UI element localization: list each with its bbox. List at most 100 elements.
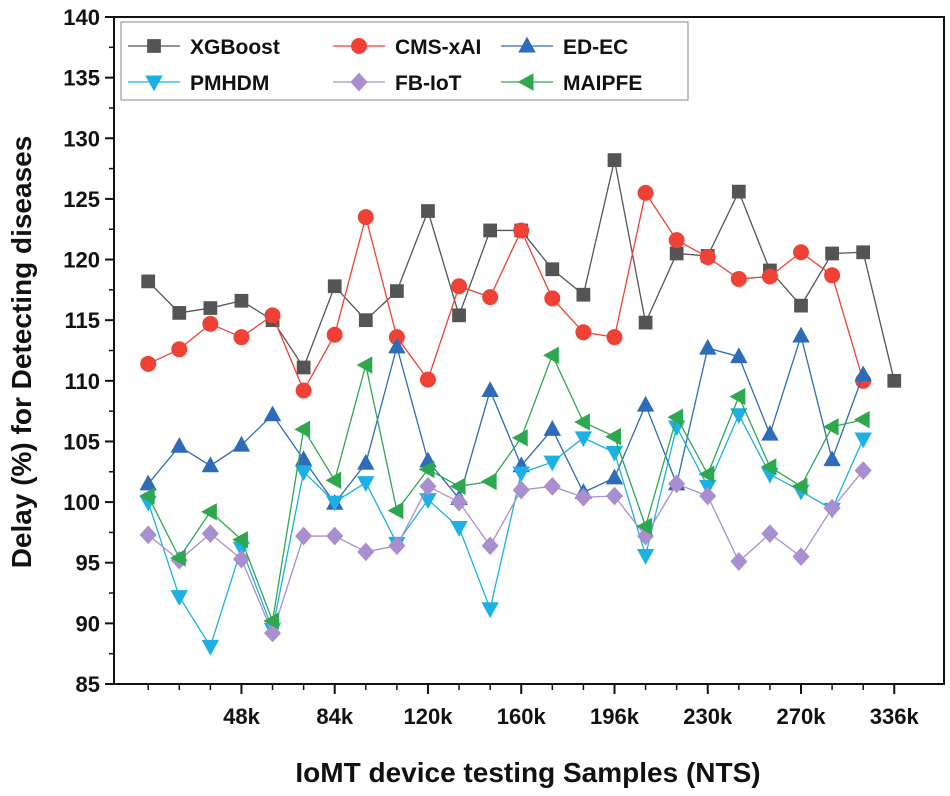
data-point [730, 552, 748, 571]
data-point [668, 474, 686, 494]
data-point [822, 418, 839, 436]
y-tick-label: 105 [63, 429, 100, 454]
data-point [638, 315, 653, 330]
data-point [138, 487, 155, 505]
data-point [574, 431, 593, 448]
data-point [699, 486, 717, 506]
data-point [793, 244, 810, 261]
data-point [543, 455, 562, 472]
data-point [356, 356, 373, 374]
data-point [481, 381, 499, 398]
x-tick-label: 84k [316, 704, 353, 729]
data-point [854, 365, 872, 382]
y-tick-label: 100 [63, 490, 100, 515]
data-point [887, 373, 902, 388]
data-point [358, 313, 373, 328]
x-tick-label: 230k [683, 704, 733, 729]
legend-item: FB-IoT [333, 72, 462, 95]
data-point [172, 306, 187, 320]
data-point [669, 246, 684, 261]
series-layer [138, 153, 902, 656]
data-point [792, 326, 810, 343]
data-point [636, 517, 653, 536]
data-point [761, 268, 778, 285]
data-point [576, 287, 591, 302]
data-point [823, 450, 841, 467]
series-line [147, 353, 864, 624]
data-point [482, 289, 499, 306]
legend-label: ED-EC [563, 36, 628, 59]
x-tick-label: 196k [590, 704, 640, 729]
legend-label: PMHDM [190, 72, 269, 95]
data-point [450, 492, 468, 512]
data-point [512, 480, 530, 500]
data-point [263, 405, 282, 422]
y-axis: 85 90 95 100 105 110 115 120 125 130 135 140 [63, 5, 114, 697]
data-point [791, 477, 808, 496]
x-tick-label: 270k [777, 704, 827, 729]
data-point [357, 453, 375, 470]
data-point [326, 526, 344, 546]
data-point [203, 301, 218, 315]
y-tick-label: 130 [63, 126, 100, 151]
data-point [544, 290, 561, 307]
data-point [543, 476, 561, 496]
legend-item: XGBoost [128, 36, 280, 59]
data-point [419, 371, 436, 388]
data-point [667, 408, 684, 426]
data-point [511, 429, 528, 447]
data-point [730, 347, 748, 364]
data-point [170, 590, 189, 606]
data-point [139, 474, 157, 491]
data-point [574, 487, 592, 507]
data-point [201, 639, 220, 656]
data-point [730, 270, 747, 287]
y-tick-label: 125 [63, 187, 100, 212]
data-point [140, 355, 157, 372]
legend-item: PMHDM [128, 72, 269, 95]
data-point [451, 278, 468, 295]
data-point [201, 456, 220, 473]
data-point [357, 476, 375, 492]
data-point [854, 461, 872, 480]
data-point [139, 525, 157, 545]
series-maipfe [138, 346, 870, 630]
series-fb-iot [139, 461, 872, 643]
data-point [699, 338, 717, 355]
series-line [147, 470, 864, 635]
series-line [147, 159, 895, 381]
data-point [761, 524, 779, 543]
data-point [449, 477, 466, 496]
x-tick-label: 48k [223, 704, 260, 729]
data-point [201, 524, 219, 543]
data-point [387, 501, 404, 520]
data-point [636, 395, 655, 412]
series-pmhdm [139, 408, 872, 656]
data-point [421, 204, 435, 218]
data-point [296, 360, 311, 375]
data-point [761, 424, 779, 441]
legend-item: CMS-xAI [333, 36, 481, 59]
legend-marker [147, 39, 161, 53]
data-point [760, 458, 777, 476]
data-point [141, 274, 156, 289]
series-line [147, 413, 864, 648]
y-tick-label: 85 [76, 672, 100, 697]
data-point [390, 284, 404, 298]
legend-label: CMS-xAI [395, 36, 481, 59]
series-line [147, 191, 864, 393]
y-tick-label: 110 [65, 369, 101, 394]
data-point [513, 222, 530, 239]
plot-frame [113, 16, 945, 685]
data-point [481, 536, 499, 556]
series-cms-xai [140, 184, 872, 399]
data-point [731, 184, 746, 199]
y-tick-label: 115 [65, 308, 101, 333]
data-point [605, 468, 624, 485]
x-tick-label: 336k [870, 704, 920, 729]
data-point [825, 246, 839, 261]
y-tick-label: 120 [63, 248, 100, 273]
data-point [294, 465, 313, 482]
y-tick-label: 140 [63, 5, 100, 30]
